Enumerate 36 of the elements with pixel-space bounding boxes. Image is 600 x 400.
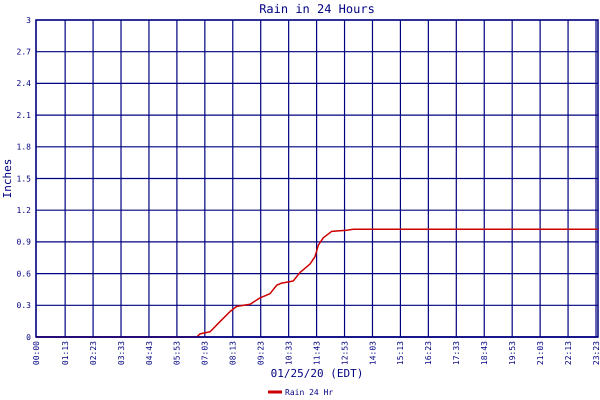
- x-tick-label: 00:00: [32, 340, 41, 366]
- x-tick-label: 07:03: [200, 340, 210, 366]
- x-tick-label: 17:33: [452, 340, 462, 366]
- x-tick-label: 14:03: [368, 340, 378, 366]
- x-tick-label: 21:03: [536, 340, 545, 366]
- x-tick-label: 04:43: [144, 340, 154, 366]
- y-tick-label: 1.5: [16, 174, 32, 184]
- y-tick-label: 0.6: [16, 269, 32, 278]
- x-tick-label: 01:13: [60, 340, 70, 366]
- y-tick-label: 2.4: [16, 79, 32, 88]
- y-tick-label: 0.3: [16, 301, 32, 310]
- y-axis-title: Inches: [1, 158, 14, 198]
- y-tick-label: 1.8: [16, 142, 32, 152]
- x-tick-label: 22:13: [564, 340, 573, 366]
- x-tick-label: 02:23: [88, 340, 98, 366]
- x-tick-label: 16:23: [424, 340, 434, 366]
- y-tick-label: 1.2: [16, 206, 32, 215]
- x-tick-label: 18:43: [480, 340, 490, 366]
- y-tick-label: 0: [26, 332, 32, 342]
- x-tick-label: 23:23: [592, 340, 600, 366]
- x-axis-title: 01/25/20 (EDT): [270, 367, 364, 380]
- x-tick-label: 19:53: [508, 340, 517, 366]
- chart-title: Rain in 24 Hours: [259, 2, 375, 16]
- x-tick-label: 05:53: [172, 340, 182, 366]
- x-tick-label: 12:53: [340, 340, 350, 366]
- y-tick-label: 3: [26, 16, 32, 25]
- x-tick-label: 15:13: [396, 340, 406, 366]
- x-tick-label: 11:43: [312, 340, 322, 366]
- x-tick-label: 09:23: [256, 340, 266, 366]
- x-tick-label: 08:13: [228, 340, 238, 366]
- y-tick-label: 2.1: [16, 110, 32, 120]
- legend-label: Rain 24 Hr: [285, 388, 334, 397]
- y-tick-label: 2.7: [16, 48, 32, 56]
- y-tick-label: 0.9: [16, 238, 32, 247]
- x-tick-label: 03:33: [116, 340, 126, 366]
- x-tick-label: 10:33: [284, 340, 294, 366]
